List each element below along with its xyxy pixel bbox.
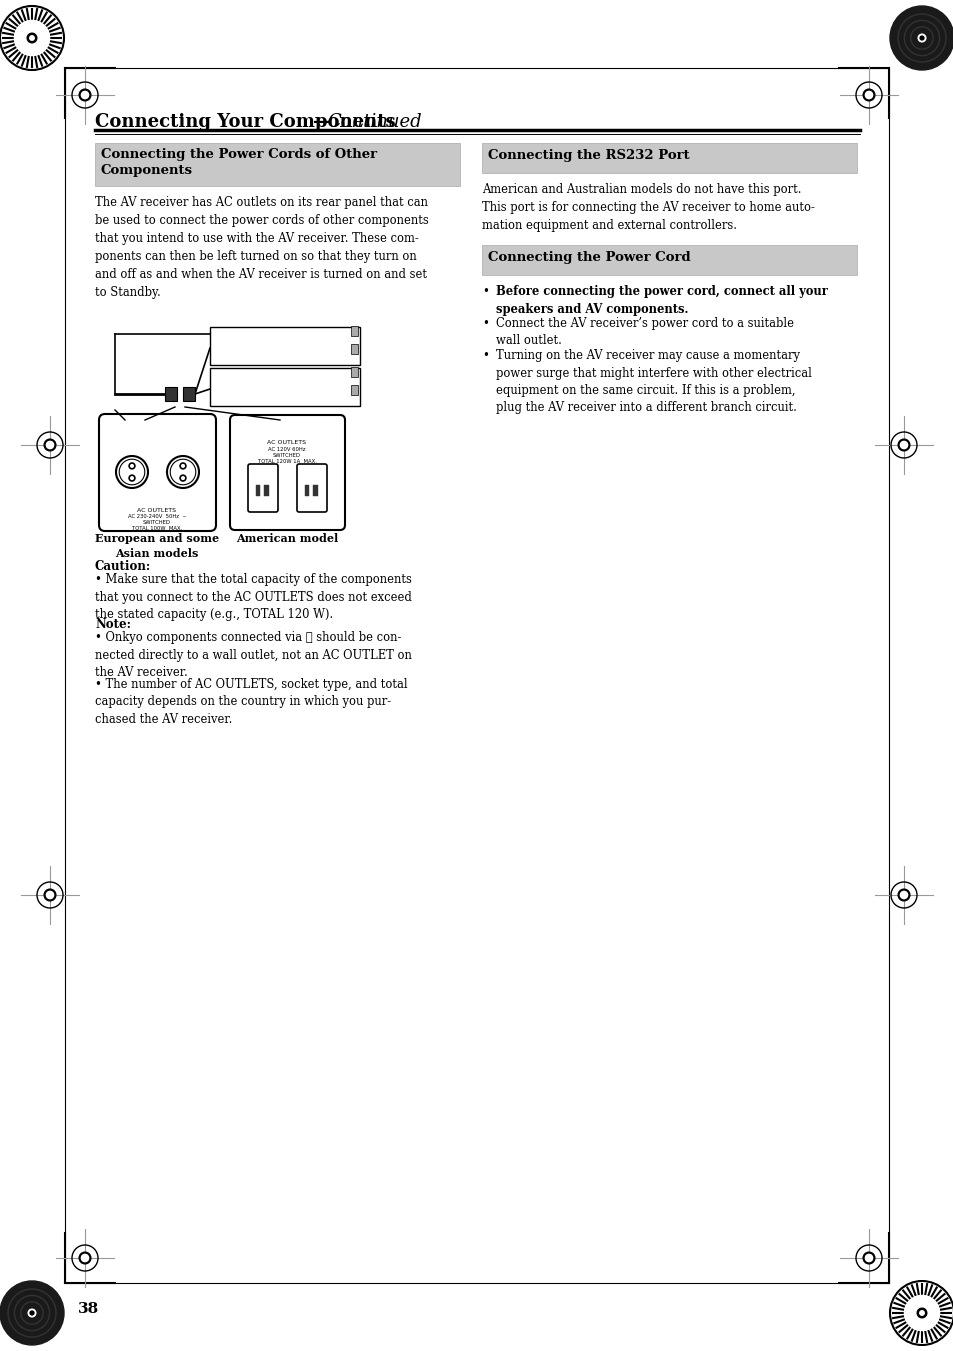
Text: Connecting the Power Cord: Connecting the Power Cord xyxy=(488,251,690,263)
FancyBboxPatch shape xyxy=(481,245,856,276)
Text: AC OUTLETS: AC OUTLETS xyxy=(267,440,306,444)
Circle shape xyxy=(79,1252,91,1263)
FancyBboxPatch shape xyxy=(351,326,357,336)
Text: European and some
Asian models: European and some Asian models xyxy=(95,534,219,558)
Circle shape xyxy=(903,1296,939,1331)
Text: AC 230-240V  50Hz  ~
SWITCHED
TOTAL 100W  MAX.: AC 230-240V 50Hz ~ SWITCHED TOTAL 100W M… xyxy=(128,513,186,531)
Circle shape xyxy=(29,1309,36,1317)
FancyBboxPatch shape xyxy=(351,367,357,377)
Text: •: • xyxy=(481,285,488,299)
Text: AC OUTLETS: AC OUTLETS xyxy=(137,508,176,513)
Circle shape xyxy=(919,1310,923,1316)
Circle shape xyxy=(79,89,91,101)
Text: The AV receiver has AC outlets on its rear panel that can
be used to connect the: The AV receiver has AC outlets on its re… xyxy=(95,196,428,299)
FancyBboxPatch shape xyxy=(210,327,359,365)
FancyBboxPatch shape xyxy=(351,345,357,354)
Circle shape xyxy=(14,20,50,55)
FancyBboxPatch shape xyxy=(165,386,177,401)
Circle shape xyxy=(47,442,53,449)
Text: Connecting the Power Cords of Other: Connecting the Power Cords of Other xyxy=(101,149,376,161)
Text: • Make sure that the total capacity of the components
that you connect to the AC: • Make sure that the total capacity of t… xyxy=(95,573,412,621)
Circle shape xyxy=(0,1281,64,1346)
FancyBboxPatch shape xyxy=(305,485,309,496)
FancyBboxPatch shape xyxy=(264,485,269,496)
Text: • Onkyo components connected via ℜ should be con-
nected directly to a wall outl: • Onkyo components connected via ℜ shoul… xyxy=(95,631,412,680)
Circle shape xyxy=(81,92,89,99)
Text: Connecting the RS232 Port: Connecting the RS232 Port xyxy=(488,149,689,162)
Circle shape xyxy=(862,1252,874,1263)
FancyBboxPatch shape xyxy=(95,143,459,186)
Circle shape xyxy=(900,892,906,898)
Text: Components: Components xyxy=(101,163,193,177)
Circle shape xyxy=(30,1310,34,1315)
Circle shape xyxy=(900,442,906,449)
Text: Continued: Continued xyxy=(327,113,421,131)
Circle shape xyxy=(28,34,37,43)
FancyBboxPatch shape xyxy=(99,413,215,531)
Circle shape xyxy=(889,5,953,70)
Circle shape xyxy=(897,889,909,901)
FancyBboxPatch shape xyxy=(230,415,345,530)
FancyBboxPatch shape xyxy=(210,367,359,407)
Text: 38: 38 xyxy=(78,1302,99,1316)
Circle shape xyxy=(919,36,923,41)
Text: •: • xyxy=(481,349,488,362)
Text: American and Australian models do not have this port.
This port is for connectin: American and Australian models do not ha… xyxy=(481,182,814,232)
Circle shape xyxy=(864,92,872,99)
Text: •: • xyxy=(481,317,488,330)
Text: Before connecting the power cord, connect all your
speakers and AV components.: Before connecting the power cord, connec… xyxy=(496,285,827,316)
Text: • The number of AC OUTLETS, socket type, and total
capacity depends on the count: • The number of AC OUTLETS, socket type,… xyxy=(95,678,407,725)
Circle shape xyxy=(916,1308,925,1317)
Circle shape xyxy=(81,1254,89,1262)
FancyBboxPatch shape xyxy=(255,485,260,496)
FancyBboxPatch shape xyxy=(248,463,277,512)
Text: —: — xyxy=(313,113,331,131)
FancyBboxPatch shape xyxy=(351,385,357,394)
Circle shape xyxy=(862,89,874,101)
FancyBboxPatch shape xyxy=(313,485,317,496)
Text: Caution:: Caution: xyxy=(95,561,152,573)
Circle shape xyxy=(44,439,56,451)
Circle shape xyxy=(917,34,924,42)
Text: Connecting Your Components: Connecting Your Components xyxy=(95,113,395,131)
Text: Connect the AV receiver’s power cord to a suitable
wall outlet.: Connect the AV receiver’s power cord to … xyxy=(496,317,793,347)
Circle shape xyxy=(47,892,53,898)
Text: Turning on the AV receiver may cause a momentary
power surge that might interfer: Turning on the AV receiver may cause a m… xyxy=(496,349,811,415)
Text: Note:: Note: xyxy=(95,617,131,631)
FancyBboxPatch shape xyxy=(296,463,327,512)
Circle shape xyxy=(44,889,56,901)
Text: American model: American model xyxy=(235,534,337,544)
Circle shape xyxy=(864,1254,872,1262)
Circle shape xyxy=(30,35,34,41)
FancyBboxPatch shape xyxy=(481,143,856,173)
Text: AC 120V 60Hz
SWITCHED
TOTAL 120W 1A  MAX.: AC 120V 60Hz SWITCHED TOTAL 120W 1A MAX. xyxy=(257,447,316,465)
FancyBboxPatch shape xyxy=(183,386,194,401)
Circle shape xyxy=(897,439,909,451)
